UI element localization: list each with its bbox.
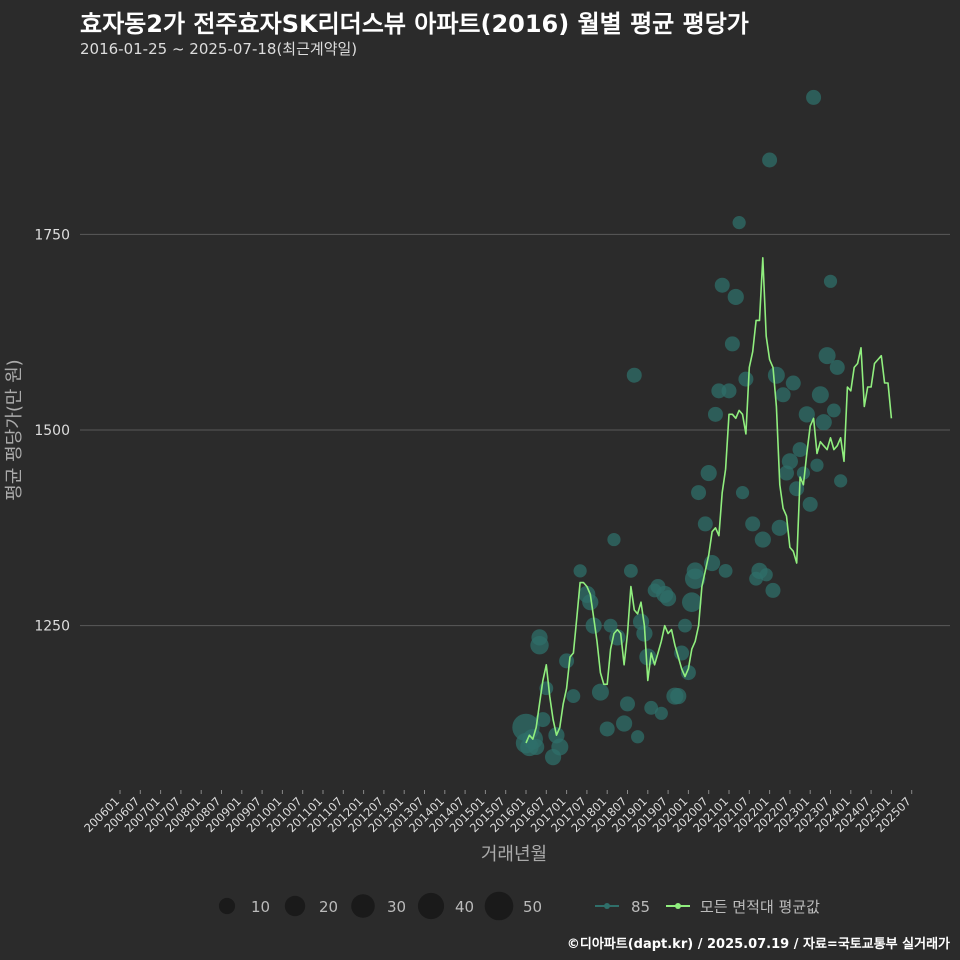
transaction-point (528, 738, 545, 756)
transaction-point (626, 367, 642, 383)
legend-size-dot (417, 892, 445, 920)
transaction-point (644, 700, 659, 715)
legend-size-dot (284, 895, 306, 917)
legend-size-dot (351, 894, 375, 918)
transaction-point (785, 375, 801, 391)
transaction-point (798, 406, 815, 423)
grid-layer (80, 233, 950, 627)
y-tick-label: 1750 (34, 227, 70, 243)
chart-subtitle: 2016-01-25 ~ 2025-07-18(최근계약일) (80, 40, 358, 58)
transaction-point (792, 442, 808, 458)
transaction-point (735, 486, 750, 500)
legend-size-label: 10 (251, 898, 270, 916)
legend-series-85-dot (604, 903, 610, 909)
transaction-point (781, 453, 799, 470)
transaction-point (815, 414, 832, 431)
transaction-point (670, 687, 687, 705)
transaction-point (603, 618, 618, 633)
transaction-point (573, 564, 587, 578)
transaction-point (724, 336, 740, 352)
legend-series-label: 모든 면적대 평균값 (700, 898, 820, 916)
transaction-point (775, 387, 791, 403)
transaction-point (754, 531, 771, 548)
transaction-point (811, 386, 829, 404)
transaction-point (829, 359, 845, 375)
transaction-point (631, 730, 645, 744)
chart-title: 효자동2가 전주효자SK리더스뷰 아파트(2016) 월별 평균 평당가 (80, 10, 749, 38)
transaction-point (607, 532, 621, 547)
transaction-point (639, 648, 657, 666)
transaction-point (732, 216, 746, 230)
y-tick-label: 1250 (34, 619, 70, 635)
transaction-point (721, 383, 737, 399)
transaction-point (718, 563, 733, 578)
transaction-point (818, 347, 836, 365)
transaction-point (585, 617, 602, 634)
y-tick-label: 1500 (34, 423, 70, 439)
transaction-point (707, 406, 723, 422)
transaction-point (823, 274, 838, 288)
transaction-point (789, 481, 805, 497)
transaction-point (700, 464, 717, 482)
transaction-point (806, 89, 822, 105)
transaction-point (654, 706, 668, 720)
x-tick-labels: 2006012006072007012007072008012008072009… (81, 790, 914, 835)
transaction-point (759, 568, 773, 582)
transaction-point (531, 629, 548, 646)
transaction-point (802, 496, 818, 512)
transaction-points (512, 89, 848, 766)
transaction-point (678, 618, 692, 633)
transaction-point (660, 590, 677, 607)
transaction-point (599, 721, 615, 737)
transaction-point (566, 689, 581, 703)
legend-size-label: 30 (387, 898, 406, 916)
transaction-point (681, 592, 702, 612)
transaction-point (834, 474, 848, 488)
transaction-point (810, 458, 824, 472)
transaction-point (762, 152, 778, 168)
legend-size-label: 50 (523, 898, 542, 916)
transaction-point (582, 594, 599, 611)
transaction-point (738, 371, 754, 387)
transaction-point (767, 366, 785, 384)
transaction-point (551, 738, 569, 756)
transaction-point (714, 277, 730, 293)
transaction-point (616, 715, 633, 732)
transaction-point (623, 563, 638, 578)
transaction-point (684, 568, 706, 589)
legend-size-dot (218, 897, 236, 915)
legend-series-label: 85 (631, 898, 650, 916)
transaction-point (826, 403, 841, 418)
x-axis-label: 거래년월 (481, 844, 547, 865)
transaction-point (691, 485, 707, 501)
average-price-line (525, 257, 893, 744)
transaction-point (697, 516, 713, 532)
y-axis-label: 평균 평당가(만 원) (4, 359, 25, 500)
footer-source: ©디아파트(dapt.kr) / 2025.07.19 / 자료=국토교통부 실… (566, 937, 950, 952)
transaction-point (765, 582, 781, 598)
legend-series-avg-dot (675, 903, 681, 909)
legend: 10 20 30 40 50 85 모든 면적대 평균값 (218, 891, 820, 921)
legend-size-label: 40 (455, 898, 474, 916)
transaction-point (535, 712, 551, 728)
y-tick-labels: 1250 1500 1750 (34, 227, 70, 634)
average-line-layer (525, 257, 893, 744)
transaction-point (727, 288, 744, 306)
transaction-point (771, 519, 788, 536)
legend-size-dot (484, 891, 514, 921)
transaction-point (591, 683, 609, 701)
transaction-point (745, 516, 761, 532)
transaction-point (620, 696, 635, 712)
legend-size-label: 20 (319, 898, 338, 916)
